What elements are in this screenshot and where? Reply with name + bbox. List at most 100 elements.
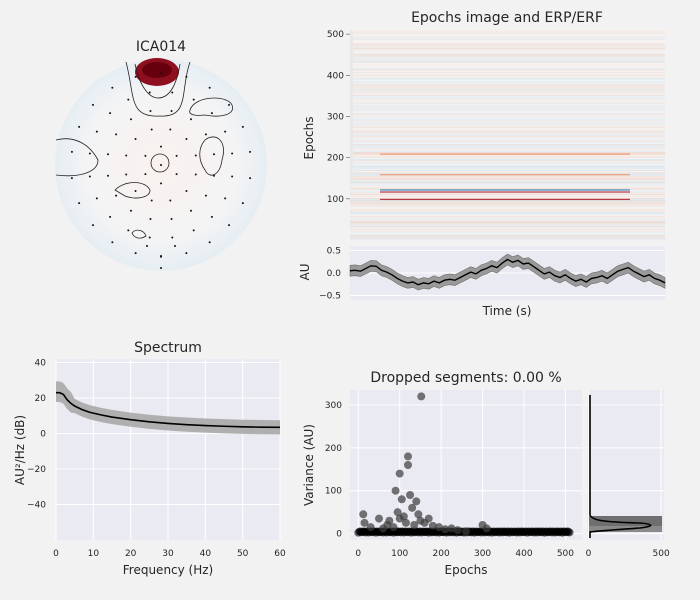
histogram-plot-area [587, 390, 664, 540]
epoch-row [350, 30, 665, 31]
sensor-point [185, 252, 188, 255]
scatter-point [404, 452, 412, 461]
variance-points [354, 392, 574, 537]
epoch-row [350, 139, 665, 141]
epoch-row [350, 85, 665, 87]
epoch-row [350, 135, 665, 137]
sensor-point [171, 91, 174, 94]
scatter-point [462, 527, 470, 536]
epoch-row [350, 202, 665, 204]
sensor-point [212, 153, 215, 156]
epoch-row [350, 95, 665, 97]
epoch-row [350, 137, 665, 139]
epoch-row [350, 45, 665, 47]
epoch-row [350, 114, 665, 115]
sensor-point [107, 153, 110, 156]
epoch-row [350, 72, 665, 74]
epoch-row [350, 118, 665, 120]
scatter-point [385, 516, 394, 525]
epoch-row [350, 220, 665, 222]
epoch-row [350, 136, 665, 138]
sensor-point [95, 130, 98, 133]
sensor-point [231, 175, 234, 178]
epoch-row [350, 142, 665, 144]
epoch-row [350, 76, 665, 78]
sensor-point [210, 215, 213, 218]
sensor-point [150, 128, 153, 131]
variance-xlabel: Epochs [445, 563, 488, 577]
epoch-row [350, 39, 665, 40]
positive-blob-inner [142, 62, 172, 78]
ytick-label: 200 [325, 444, 342, 454]
epoch-row [350, 193, 665, 195]
epoch-row [350, 204, 665, 206]
xtick-label: 60 [274, 549, 286, 559]
epoch-row [350, 230, 665, 232]
sensor-point [160, 164, 162, 166]
epoch-row [350, 171, 665, 173]
epoch-row [350, 156, 665, 158]
epoch-row [350, 173, 665, 175]
epoch-row [350, 123, 665, 124]
epoch-row [350, 218, 665, 220]
epoch-row [350, 99, 665, 101]
scatter-point [565, 528, 574, 537]
epoch-row [350, 59, 665, 61]
epoch-row [350, 188, 665, 190]
epoch-row [350, 55, 665, 57]
epoch-row [350, 134, 665, 136]
sensor-point [249, 177, 252, 180]
sensor-point [144, 173, 147, 176]
epoch-row [350, 93, 665, 95]
epoch-row [350, 81, 665, 82]
epoch-row [350, 102, 665, 104]
epoch-row [350, 201, 665, 203]
epoch-row [350, 109, 665, 111]
epoch-row [350, 235, 665, 236]
epoch-row [350, 211, 665, 213]
epoch-row [350, 149, 665, 151]
epoch-row [350, 113, 665, 115]
sensor-point [70, 177, 73, 180]
sensor-point [185, 75, 188, 78]
epoch-row [350, 67, 665, 68]
spectrum-grid [55, 359, 281, 540]
epoch-row [350, 35, 665, 37]
epoch-row [350, 104, 665, 106]
sensor-point [190, 209, 193, 212]
epoch-row [350, 214, 665, 216]
epoch-row [350, 185, 665, 187]
sensor-point [228, 224, 231, 227]
epoch-row [350, 44, 665, 46]
epoch-row [350, 90, 665, 92]
sensor-point [169, 199, 172, 202]
ytick-label: 400 [327, 71, 344, 81]
ytick-label: 0 [40, 430, 46, 440]
epoch-row-highlight [380, 189, 630, 191]
epoch-row [350, 226, 665, 227]
sensor-point [204, 194, 207, 197]
spectrum-ticks: 0 10 20 30 40 50 60 40 20 0 −20 −40 [27, 359, 286, 559]
spectrum-title: Spectrum [134, 340, 202, 356]
xtick-label: 300 [474, 549, 491, 559]
epoch-row [350, 168, 665, 170]
sensor-point [91, 224, 94, 227]
epoch-row [350, 48, 665, 50]
epoch-row [350, 64, 665, 66]
epoch-row [350, 48, 665, 50]
sensor-point [194, 173, 197, 176]
epoch-row [350, 184, 665, 185]
epoch-row [350, 237, 665, 239]
spectrum-mean-line [56, 391, 281, 429]
epoch-row [350, 61, 665, 63]
contour-line [125, 61, 191, 117]
epoch-row [350, 132, 665, 134]
epoch-row [350, 88, 665, 90]
epoch-row [350, 187, 665, 189]
scatter-point [379, 524, 388, 533]
sensor-point [146, 245, 148, 247]
erp-mean-line [349, 258, 666, 286]
variance-ylabel: Variance (AU) [302, 424, 316, 506]
ytick-label: 500 [327, 30, 344, 40]
